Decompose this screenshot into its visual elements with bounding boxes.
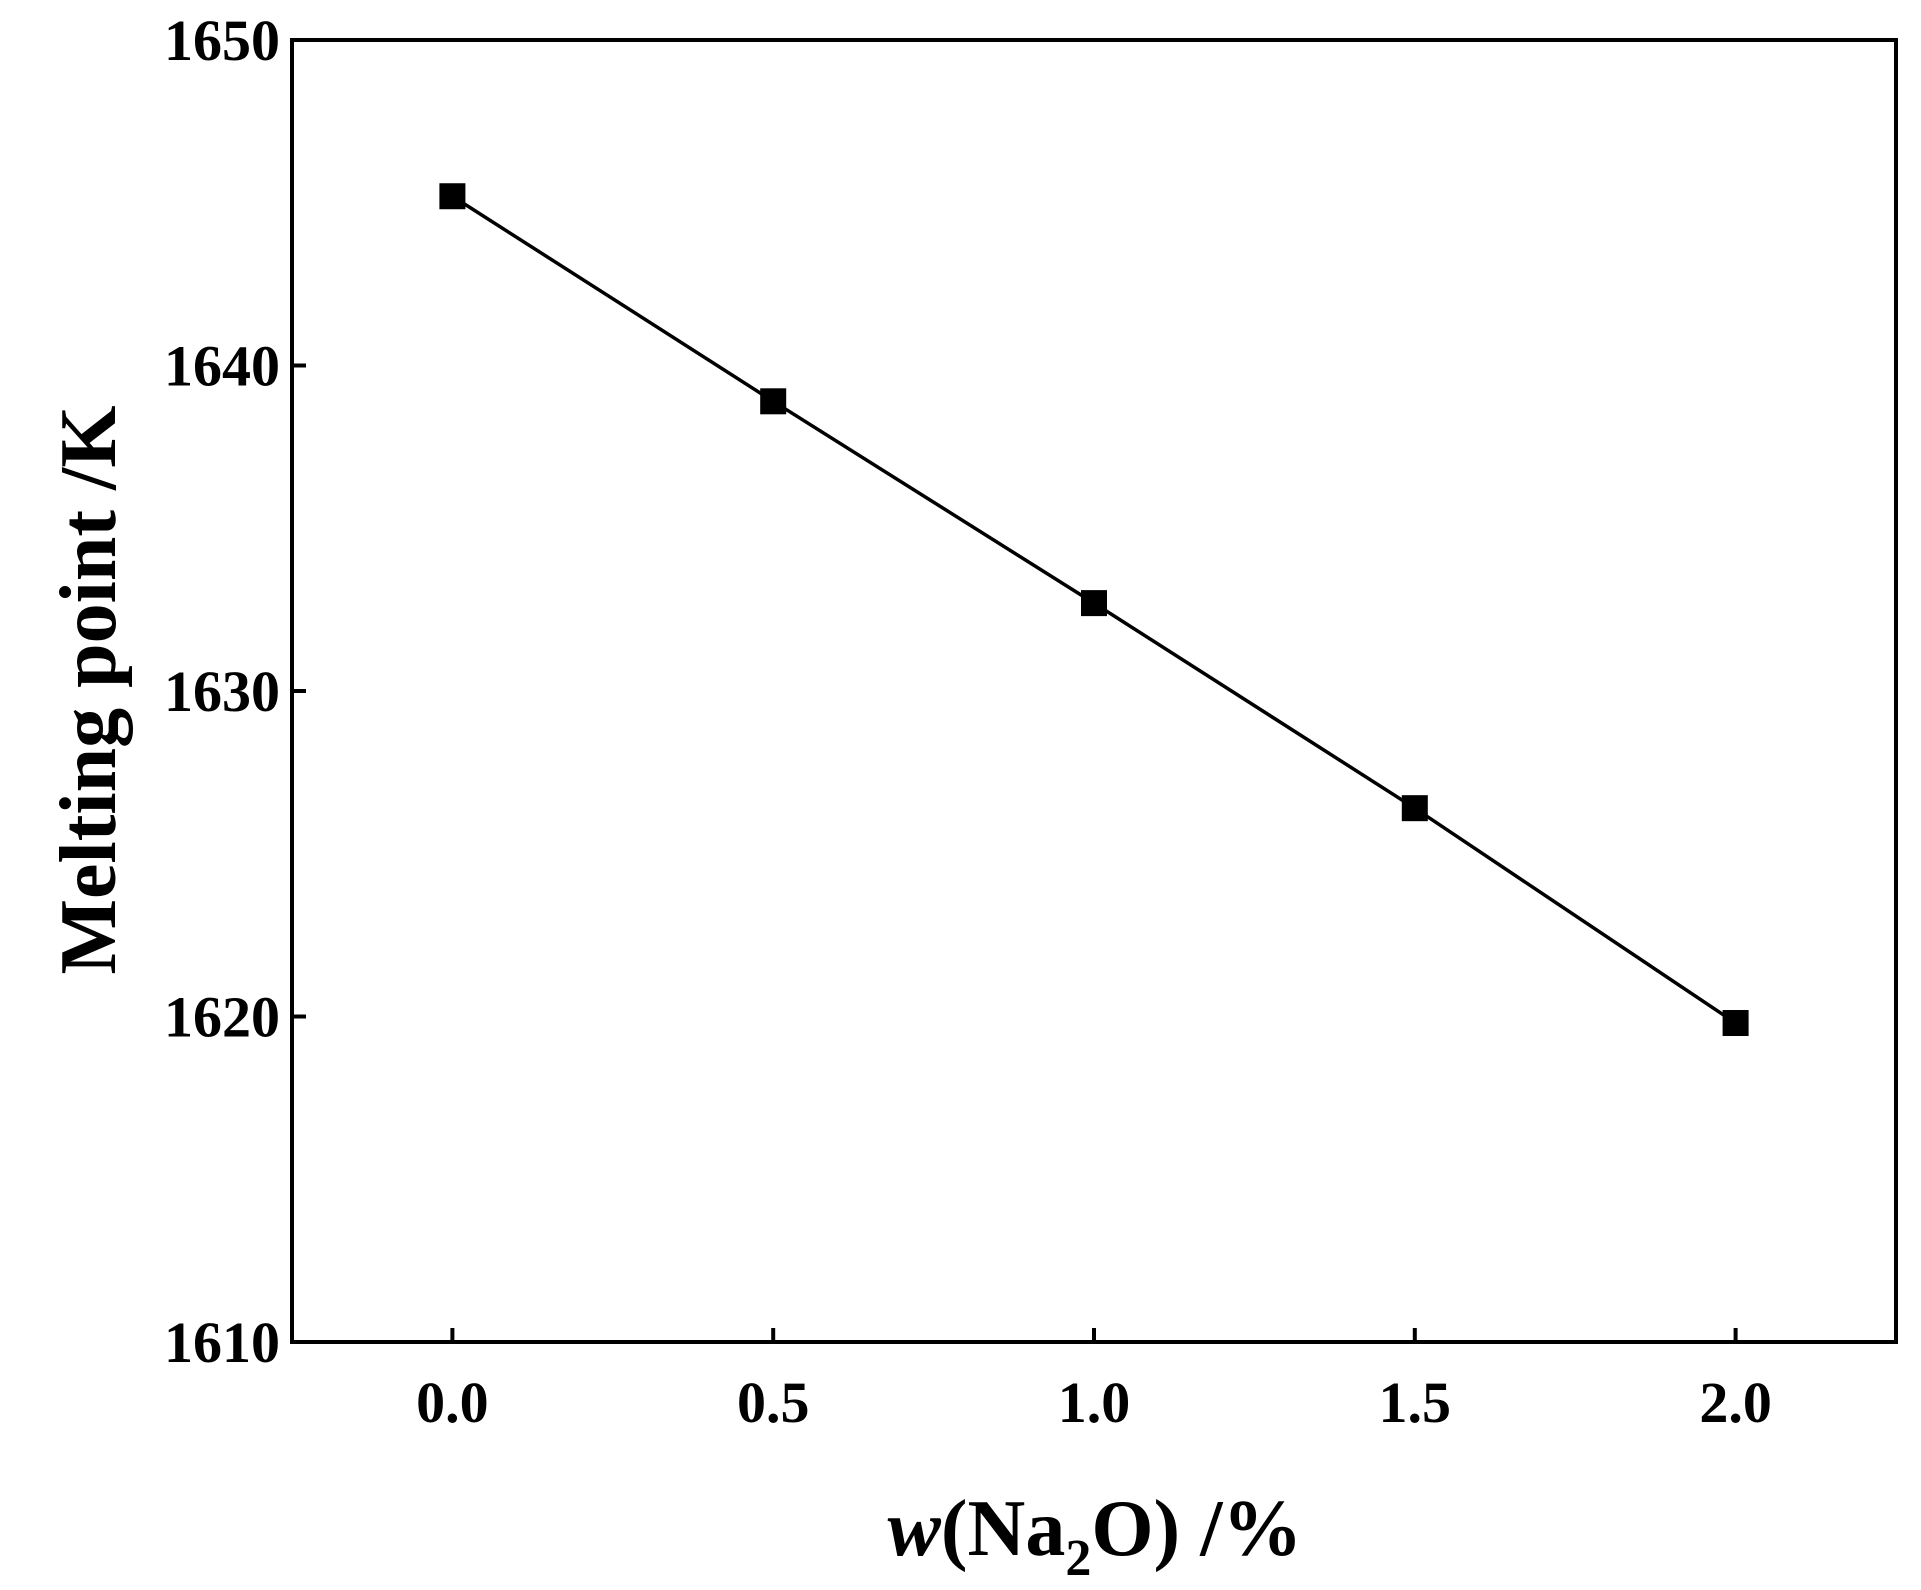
y-axis-title: Melting point /K <box>45 406 133 975</box>
x-axis-title-symbol: w <box>888 1485 942 1573</box>
y-tick-label: 1630 <box>164 659 280 724</box>
x-tick-label: 1.0 <box>1058 1370 1131 1435</box>
data-point-marker <box>439 183 466 210</box>
x-axis-title-open: (Na <box>941 1485 1065 1573</box>
data-point-marker <box>1081 590 1107 617</box>
y-tick-label: 1620 <box>164 985 280 1050</box>
data-point-marker <box>1401 795 1428 822</box>
y-axis-tick-labels: 1610 1620 1630 1640 1650 <box>164 8 280 1375</box>
x-axis-title: w(Na2O) /% <box>888 1485 1303 1587</box>
y-axis-ticks <box>292 38 306 1344</box>
y-tick-label: 1640 <box>164 334 280 399</box>
x-tick-label: 2.0 <box>1699 1370 1772 1435</box>
series-group <box>439 183 1749 1037</box>
y-tick-label: 1610 <box>164 1310 280 1375</box>
x-axis-ticks <box>450 1328 1738 1342</box>
data-point-marker <box>1722 1010 1749 1037</box>
x-axis-tick-labels: 0.0 0.5 1.0 1.5 2.0 <box>416 1370 1772 1435</box>
x-tick-label: 0.0 <box>416 1370 489 1435</box>
x-axis-title-subscript: 2 <box>1065 1530 1091 1587</box>
x-tick-label: 1.5 <box>1379 1370 1452 1435</box>
x-tick-label: 0.5 <box>737 1370 810 1435</box>
y-tick-label: 1650 <box>164 8 280 73</box>
x-axis-title-unit: /% <box>1180 1485 1302 1573</box>
x-axis-title-close: O) <box>1091 1485 1180 1573</box>
plot-frame <box>290 38 1898 1344</box>
data-point-marker <box>760 388 787 415</box>
